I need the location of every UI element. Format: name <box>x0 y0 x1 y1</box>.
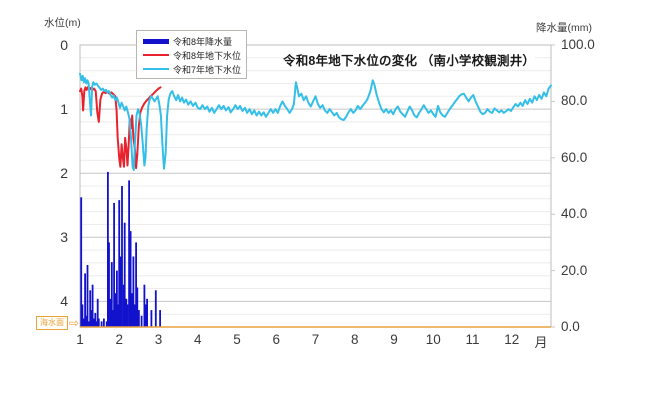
x-tick: 10 <box>425 332 441 347</box>
x-tick: 6 <box>272 332 280 347</box>
y-right-tick: 0.0 <box>561 319 580 334</box>
legend-swatch-icon <box>143 67 169 71</box>
sea-level-annotation: 海水面 ⇨ <box>36 316 79 330</box>
y-right-tick: 20.0 <box>561 262 588 278</box>
y-left-tick: 4 <box>60 293 68 310</box>
x-tick: 2 <box>115 332 123 347</box>
y-left-tick: 0 <box>60 37 68 53</box>
chart-title: 令和8年地下水位の変化 （南小学校観測井） <box>283 50 536 69</box>
arrow-right-icon: ⇨ <box>69 316 80 330</box>
x-tick: 7 <box>311 332 320 347</box>
x-axis-unit-label: 月 <box>534 335 548 350</box>
y-right-tick: 100.0 <box>561 37 595 52</box>
legend-swatch-icon <box>143 38 169 44</box>
x-tick: 3 <box>154 332 163 347</box>
legend-item: 令和8年降水量 <box>143 34 242 48</box>
legend-item-label: 令和8年地下水位 <box>173 50 242 61</box>
x-tick: 11 <box>465 332 480 347</box>
x-tick: 5 <box>233 332 241 347</box>
x-tick: 9 <box>390 332 398 347</box>
y-right-axis-title: 降水量(mm) <box>536 22 592 34</box>
y-right-tick: 40.0 <box>561 206 588 222</box>
y-left-tick: 3 <box>60 229 68 246</box>
y-right-tick: 60.0 <box>561 149 588 165</box>
x-tick: 4 <box>193 332 202 347</box>
legend-swatch-icon <box>143 53 169 57</box>
legend: 令和8年降水量 令和8年地下水位 令和7年地下水位 <box>136 30 247 79</box>
legend-item: 令和8年地下水位 <box>143 48 242 62</box>
y-left-tick: 2 <box>60 165 68 182</box>
y-left-axis-title: 水位(m) <box>44 17 81 29</box>
x-tick: 1 <box>76 332 84 347</box>
legend-item-label: 令和8年降水量 <box>173 36 233 47</box>
x-tick: 12 <box>504 332 520 347</box>
legend-item: 令和7年地下水位 <box>143 62 242 76</box>
legend-item-label: 令和7年地下水位 <box>173 64 242 75</box>
y-left-tick: 1 <box>60 101 68 118</box>
x-tick: 8 <box>350 332 359 347</box>
sea-level-label: 海水面 <box>36 316 68 330</box>
y-right-tick: 80.0 <box>561 93 588 109</box>
